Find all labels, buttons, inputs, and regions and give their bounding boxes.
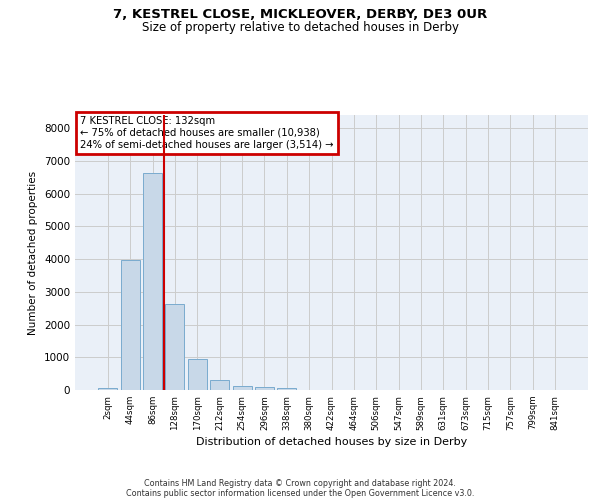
Y-axis label: Number of detached properties: Number of detached properties bbox=[28, 170, 38, 334]
Bar bbox=[255, 386, 274, 390]
X-axis label: Distribution of detached houses by size in Derby: Distribution of detached houses by size … bbox=[196, 436, 467, 446]
Text: Contains public sector information licensed under the Open Government Licence v3: Contains public sector information licen… bbox=[126, 488, 474, 498]
Text: 7, KESTREL CLOSE, MICKLEOVER, DERBY, DE3 0UR: 7, KESTREL CLOSE, MICKLEOVER, DERBY, DE3… bbox=[113, 8, 487, 20]
Text: Contains HM Land Registry data © Crown copyright and database right 2024.: Contains HM Land Registry data © Crown c… bbox=[144, 478, 456, 488]
Bar bbox=[121, 260, 140, 390]
Bar bbox=[210, 380, 229, 390]
Text: Size of property relative to detached houses in Derby: Size of property relative to detached ho… bbox=[142, 21, 458, 34]
Bar bbox=[188, 359, 207, 390]
Bar bbox=[233, 386, 251, 390]
Text: 7 KESTREL CLOSE: 132sqm
← 75% of detached houses are smaller (10,938)
24% of sem: 7 KESTREL CLOSE: 132sqm ← 75% of detache… bbox=[80, 116, 334, 150]
Bar bbox=[98, 388, 118, 390]
Bar bbox=[166, 304, 184, 390]
Bar bbox=[143, 174, 162, 390]
Bar bbox=[277, 388, 296, 390]
